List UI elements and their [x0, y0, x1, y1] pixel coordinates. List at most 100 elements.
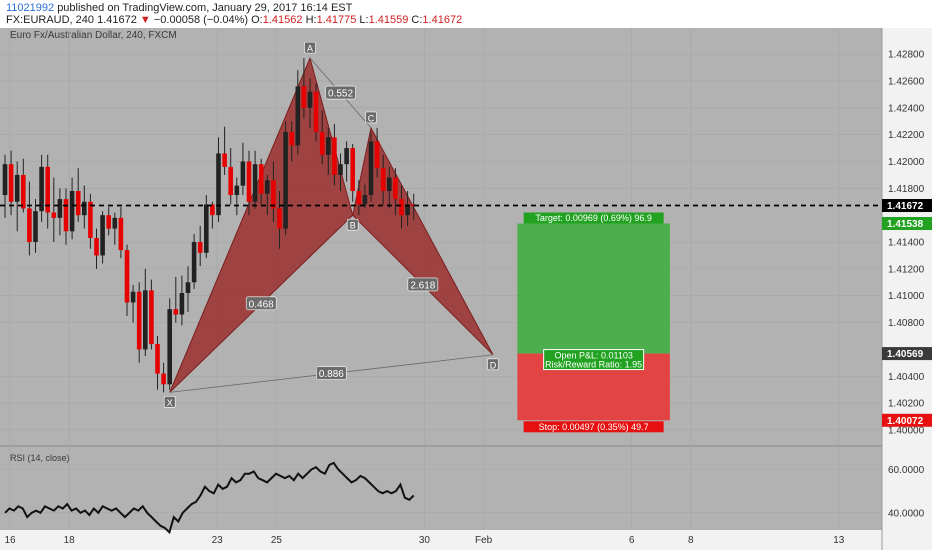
point-label: X: [167, 398, 173, 408]
price-axis[interactable]: [882, 28, 932, 550]
ratio-label: 0.886: [319, 369, 344, 380]
high-label: H:: [305, 14, 317, 26]
candle-body: [124, 250, 130, 303]
change-value: −0.00058 (−0.04%): [153, 14, 249, 26]
candle-body: [143, 290, 148, 350]
publish-info: published on TradingView.com, January 29…: [57, 2, 353, 14]
candles: [2, 58, 416, 393]
candle-body: [167, 309, 172, 385]
chart-canvas[interactable]: Euro Fx/Australian Dollar, 240, FXCM RSI…: [0, 28, 932, 550]
price-tick-label: 1.42200: [888, 130, 925, 141]
publish-line: 11021992 published on TradingView.com, J…: [6, 2, 352, 14]
pattern-points: X A B C D: [163, 41, 499, 408]
pnl-label-bg: [543, 349, 645, 371]
stop-price-label-bg: [882, 413, 932, 427]
time-tick-label: 13: [833, 535, 845, 546]
candle-body: [350, 148, 355, 192]
candle-body: [130, 291, 136, 303]
candle-body: [57, 199, 63, 218]
point-label: A: [307, 44, 313, 54]
time-tick-label: 16: [4, 535, 16, 546]
price-tick-label: 1.42000: [888, 157, 925, 168]
last-price: 1.41672: [97, 14, 137, 26]
candle-body: [27, 208, 32, 243]
candle-body: [332, 137, 337, 175]
time-tick-label: 25: [271, 535, 283, 546]
candle-body: [301, 86, 307, 108]
candle-body: [393, 177, 398, 200]
candle-body: [289, 131, 294, 146]
close-label: C:: [411, 14, 423, 26]
candle-body: [8, 164, 14, 202]
point-label: B: [350, 221, 356, 231]
candle-body: [149, 290, 154, 345]
candle-body: [75, 191, 81, 216]
stop-label: Stop: 0.00497 (0.35%) 49.7: [539, 422, 649, 432]
entry-price-label: 1.40569: [887, 349, 924, 360]
price-tick-label: 1.40800: [888, 318, 925, 329]
candle-body: [204, 204, 209, 253]
entry-price-label-bg: [882, 347, 932, 361]
price-tick-label: 1.40200: [888, 399, 925, 410]
point-label: D: [490, 360, 497, 370]
candle-body: [51, 212, 57, 218]
rsi-line: [4, 461, 415, 535]
point-label: C: [368, 113, 375, 123]
candle-body: [374, 141, 380, 169]
target-label: Target: 0.00969 (0.69%) 96.9: [535, 213, 652, 223]
candle-body: [344, 148, 349, 165]
symbol-label: FX:EURAUD, 240: [6, 14, 95, 26]
candle-body: [307, 91, 313, 108]
price-labels: 1.41672 1.41538 1.40569 1.40072: [882, 199, 932, 427]
close-value: 1.41672: [422, 14, 463, 26]
quote-line: FX:EURAUD, 240 1.41672 ▼ −0.00058 (−0.04…: [6, 14, 462, 26]
candle-body: [155, 344, 160, 374]
candle-body: [387, 177, 392, 192]
low-label: L:: [359, 14, 369, 26]
candle-body: [173, 309, 179, 315]
candle-body: [63, 199, 69, 232]
candle-body: [118, 217, 124, 251]
time-tick-label: 8: [688, 535, 694, 546]
candle-body: [319, 131, 325, 155]
candle-body: [185, 282, 191, 294]
candle-body: [399, 199, 404, 216]
down-arrow-icon: ▼: [139, 14, 151, 26]
ratio-label-bg: [407, 277, 439, 292]
point-label-bg: [487, 358, 499, 371]
long-position[interactable]: Target: 0.00969 (0.69%) 96.9 Stop: 0.0049…: [517, 212, 670, 433]
candle-body: [252, 164, 258, 202]
candle-body: [380, 168, 386, 192]
time-tick-label: 18: [64, 535, 76, 546]
point-label-bg: [365, 111, 377, 124]
time-tick-label: 30: [419, 535, 431, 546]
chart-header: 11021992 published on TradingView.com, J…: [0, 0, 932, 28]
candle-body: [216, 153, 221, 216]
time-axis[interactable]: [0, 530, 882, 550]
candle-body: [368, 141, 374, 196]
candle-body: [313, 91, 319, 132]
candle-body: [2, 164, 8, 196]
candle-body: [271, 180, 276, 209]
candle-body: [136, 291, 142, 350]
point-label-bg: [163, 396, 176, 408]
candle-body: [45, 166, 50, 213]
target-price-label-bg: [882, 217, 932, 231]
point-label-bg: [346, 218, 359, 231]
candle-body: [338, 164, 343, 175]
candle-body: [326, 137, 331, 155]
candle-body: [100, 215, 105, 256]
rsi-tick-label: 60.0000: [888, 465, 925, 476]
low-value: 1.41559: [368, 14, 409, 26]
candle-body: [258, 164, 264, 194]
price-tick-label: 1.41400: [888, 238, 925, 249]
ratio-label: 0.468: [249, 299, 274, 310]
candle-body: [39, 166, 44, 212]
author-link[interactable]: 11021992: [6, 2, 55, 14]
candle-body: [161, 373, 166, 385]
price-tick-label: 1.40400: [888, 372, 925, 383]
point-label-bg: [304, 41, 316, 54]
price-tick-label: 1.41200: [888, 264, 925, 275]
candle-body: [191, 242, 197, 283]
pnl-label: Open P&L: 0.01103: [554, 351, 632, 361]
